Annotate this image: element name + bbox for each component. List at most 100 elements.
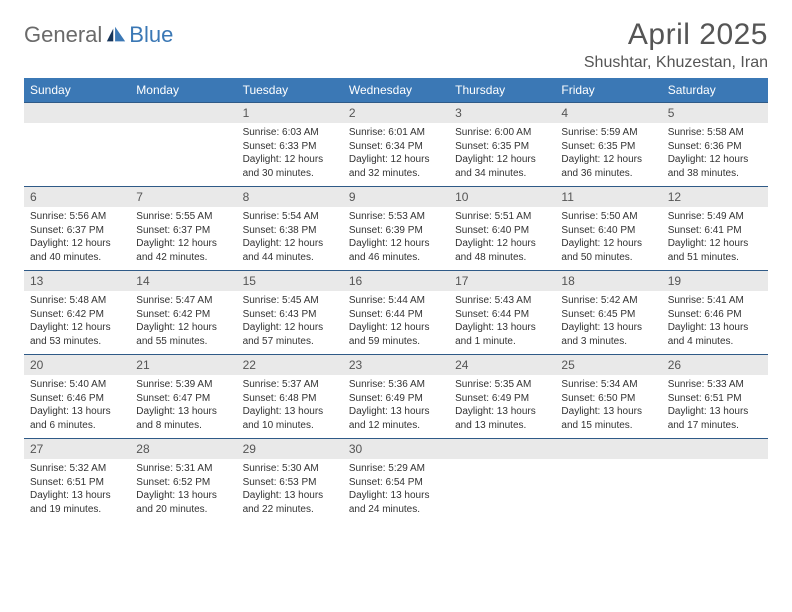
weekday-header: Sunday xyxy=(24,78,130,103)
sunset-line: Sunset: 6:37 PM xyxy=(136,224,230,238)
day-body xyxy=(24,123,130,177)
day-cell: 23Sunrise: 5:36 AMSunset: 6:49 PMDayligh… xyxy=(343,355,449,439)
daylight-line: Daylight: 13 hours and 19 minutes. xyxy=(30,489,124,516)
day-number: 4 xyxy=(555,103,661,123)
day-number: 11 xyxy=(555,187,661,207)
day-cell: 22Sunrise: 5:37 AMSunset: 6:48 PMDayligh… xyxy=(237,355,343,439)
daylight-line: Daylight: 12 hours and 40 minutes. xyxy=(30,237,124,264)
day-number: 30 xyxy=(343,439,449,459)
sunset-line: Sunset: 6:33 PM xyxy=(243,140,337,154)
sunset-line: Sunset: 6:46 PM xyxy=(668,308,762,322)
sunrise-line: Sunrise: 5:37 AM xyxy=(243,378,337,392)
day-cell xyxy=(555,439,661,523)
day-number: 10 xyxy=(449,187,555,207)
weekday-header: Monday xyxy=(130,78,236,103)
daylight-line: Daylight: 13 hours and 22 minutes. xyxy=(243,489,337,516)
day-body: Sunrise: 5:29 AMSunset: 6:54 PMDaylight:… xyxy=(343,459,449,522)
day-cell: 15Sunrise: 5:45 AMSunset: 6:43 PMDayligh… xyxy=(237,271,343,355)
sunset-line: Sunset: 6:39 PM xyxy=(349,224,443,238)
sunrise-line: Sunrise: 5:34 AM xyxy=(561,378,655,392)
page-header: General Blue April 2025 Shushtar, Khuzes… xyxy=(24,18,768,72)
day-cell xyxy=(662,439,768,523)
day-number: 27 xyxy=(24,439,130,459)
day-cell: 8Sunrise: 5:54 AMSunset: 6:38 PMDaylight… xyxy=(237,187,343,271)
sunset-line: Sunset: 6:52 PM xyxy=(136,476,230,490)
sunset-line: Sunset: 6:42 PM xyxy=(136,308,230,322)
day-number: 17 xyxy=(449,271,555,291)
daylight-line: Daylight: 13 hours and 10 minutes. xyxy=(243,405,337,432)
day-body xyxy=(449,459,555,513)
sail-icon xyxy=(105,26,127,44)
daylight-line: Daylight: 12 hours and 34 minutes. xyxy=(455,153,549,180)
sunrise-line: Sunrise: 5:33 AM xyxy=(668,378,762,392)
daylight-line: Daylight: 13 hours and 8 minutes. xyxy=(136,405,230,432)
daylight-line: Daylight: 12 hours and 48 minutes. xyxy=(455,237,549,264)
sunset-line: Sunset: 6:47 PM xyxy=(136,392,230,406)
day-body: Sunrise: 5:34 AMSunset: 6:50 PMDaylight:… xyxy=(555,375,661,438)
sunset-line: Sunset: 6:42 PM xyxy=(30,308,124,322)
day-body: Sunrise: 5:40 AMSunset: 6:46 PMDaylight:… xyxy=(24,375,130,438)
sunset-line: Sunset: 6:37 PM xyxy=(30,224,124,238)
day-cell: 25Sunrise: 5:34 AMSunset: 6:50 PMDayligh… xyxy=(555,355,661,439)
sunrise-line: Sunrise: 5:43 AM xyxy=(455,294,549,308)
location-subtitle: Shushtar, Khuzestan, Iran xyxy=(584,54,768,72)
sunrise-line: Sunrise: 5:41 AM xyxy=(668,294,762,308)
day-body: Sunrise: 5:58 AMSunset: 6:36 PMDaylight:… xyxy=(662,123,768,186)
day-cell: 6Sunrise: 5:56 AMSunset: 6:37 PMDaylight… xyxy=(24,187,130,271)
day-cell xyxy=(130,103,236,187)
day-number xyxy=(24,103,130,123)
calendar-body: 1Sunrise: 6:03 AMSunset: 6:33 PMDaylight… xyxy=(24,103,768,523)
day-number: 25 xyxy=(555,355,661,375)
day-body: Sunrise: 5:56 AMSunset: 6:37 PMDaylight:… xyxy=(24,207,130,270)
sunset-line: Sunset: 6:45 PM xyxy=(561,308,655,322)
day-body: Sunrise: 5:37 AMSunset: 6:48 PMDaylight:… xyxy=(237,375,343,438)
sunset-line: Sunset: 6:40 PM xyxy=(561,224,655,238)
sunset-line: Sunset: 6:48 PM xyxy=(243,392,337,406)
sunset-line: Sunset: 6:41 PM xyxy=(668,224,762,238)
daylight-line: Daylight: 13 hours and 15 minutes. xyxy=(561,405,655,432)
daylight-line: Daylight: 12 hours and 59 minutes. xyxy=(349,321,443,348)
day-number: 8 xyxy=(237,187,343,207)
day-body: Sunrise: 5:54 AMSunset: 6:38 PMDaylight:… xyxy=(237,207,343,270)
daylight-line: Daylight: 12 hours and 32 minutes. xyxy=(349,153,443,180)
sunset-line: Sunset: 6:36 PM xyxy=(668,140,762,154)
day-body xyxy=(662,459,768,513)
daylight-line: Daylight: 12 hours and 55 minutes. xyxy=(136,321,230,348)
day-body: Sunrise: 5:59 AMSunset: 6:35 PMDaylight:… xyxy=(555,123,661,186)
day-body: Sunrise: 5:48 AMSunset: 6:42 PMDaylight:… xyxy=(24,291,130,354)
weekday-header: Friday xyxy=(555,78,661,103)
day-cell: 9Sunrise: 5:53 AMSunset: 6:39 PMDaylight… xyxy=(343,187,449,271)
sunrise-line: Sunrise: 5:29 AM xyxy=(349,462,443,476)
day-number xyxy=(449,439,555,459)
daylight-line: Daylight: 13 hours and 13 minutes. xyxy=(455,405,549,432)
daylight-line: Daylight: 13 hours and 1 minute. xyxy=(455,321,549,348)
day-body: Sunrise: 5:35 AMSunset: 6:49 PMDaylight:… xyxy=(449,375,555,438)
day-number: 26 xyxy=(662,355,768,375)
day-body: Sunrise: 5:55 AMSunset: 6:37 PMDaylight:… xyxy=(130,207,236,270)
day-cell xyxy=(449,439,555,523)
calendar-page: General Blue April 2025 Shushtar, Khuzes… xyxy=(0,0,792,522)
day-number: 22 xyxy=(237,355,343,375)
sunrise-line: Sunrise: 5:44 AM xyxy=(349,294,443,308)
day-cell: 21Sunrise: 5:39 AMSunset: 6:47 PMDayligh… xyxy=(130,355,236,439)
sunrise-line: Sunrise: 5:35 AM xyxy=(455,378,549,392)
sunrise-line: Sunrise: 6:01 AM xyxy=(349,126,443,140)
calendar-table: Sunday Monday Tuesday Wednesday Thursday… xyxy=(24,78,768,522)
day-body: Sunrise: 5:39 AMSunset: 6:47 PMDaylight:… xyxy=(130,375,236,438)
day-body: Sunrise: 5:45 AMSunset: 6:43 PMDaylight:… xyxy=(237,291,343,354)
day-body: Sunrise: 5:49 AMSunset: 6:41 PMDaylight:… xyxy=(662,207,768,270)
sunset-line: Sunset: 6:49 PM xyxy=(455,392,549,406)
day-number: 9 xyxy=(343,187,449,207)
day-cell: 7Sunrise: 5:55 AMSunset: 6:37 PMDaylight… xyxy=(130,187,236,271)
day-body: Sunrise: 5:44 AMSunset: 6:44 PMDaylight:… xyxy=(343,291,449,354)
weekday-header-row: Sunday Monday Tuesday Wednesday Thursday… xyxy=(24,78,768,103)
daylight-line: Daylight: 12 hours and 30 minutes. xyxy=(243,153,337,180)
sunrise-line: Sunrise: 5:56 AM xyxy=(30,210,124,224)
day-number: 16 xyxy=(343,271,449,291)
day-cell: 14Sunrise: 5:47 AMSunset: 6:42 PMDayligh… xyxy=(130,271,236,355)
sunset-line: Sunset: 6:34 PM xyxy=(349,140,443,154)
day-cell: 1Sunrise: 6:03 AMSunset: 6:33 PMDaylight… xyxy=(237,103,343,187)
day-cell: 5Sunrise: 5:58 AMSunset: 6:36 PMDaylight… xyxy=(662,103,768,187)
sunrise-line: Sunrise: 5:47 AM xyxy=(136,294,230,308)
brand-logo: General Blue xyxy=(24,18,173,48)
